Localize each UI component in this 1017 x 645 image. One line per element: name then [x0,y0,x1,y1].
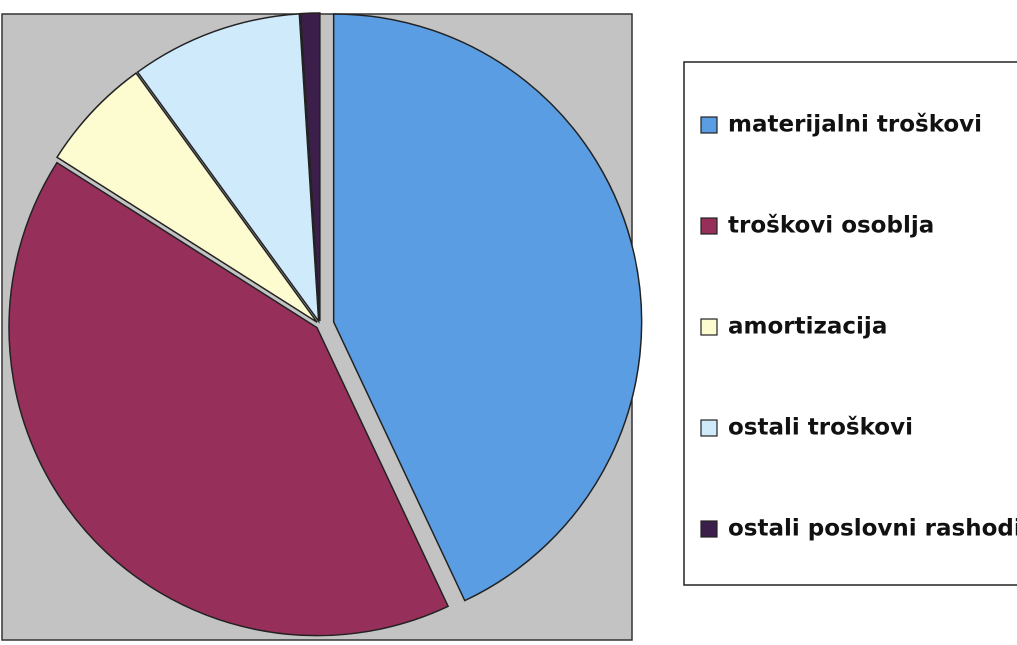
pie-slice [332,13,643,602]
legend-label: ostali poslovni rashodi [728,516,1017,542]
legend-box [683,61,1017,586]
pie-slice [136,13,320,324]
pie-slice [299,12,321,322]
legend-label: amortizacija [728,314,887,340]
legend-swatch [700,520,718,538]
legend-label: materijalni troškovi [728,112,982,138]
pie-slice [55,72,318,323]
legend-label: ostali troškovi [728,415,913,441]
legend-swatch [700,217,718,235]
legend-swatch [700,318,718,336]
legend-label: troškovi osoblja [728,213,934,239]
legend-swatch [700,116,718,134]
legend-swatch [700,419,718,437]
pie-slice [8,161,450,637]
